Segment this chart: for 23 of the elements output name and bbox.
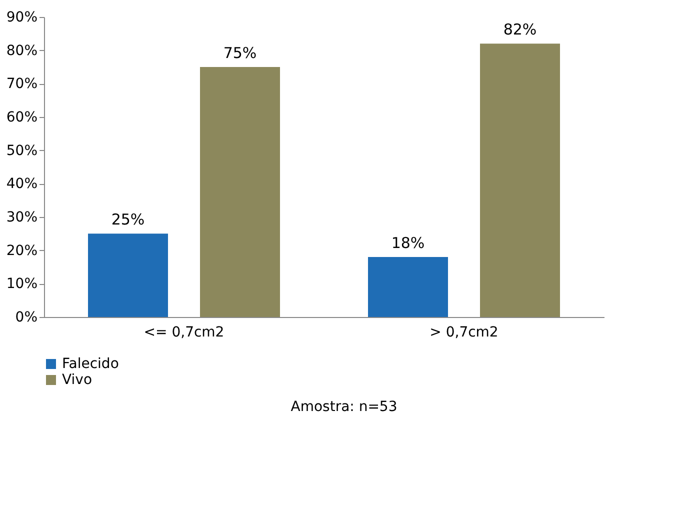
y-tick-label: 30% — [6, 210, 38, 226]
data-label: 18% — [391, 234, 425, 252]
bar — [88, 234, 168, 317]
legend-label: Vivo — [62, 372, 92, 388]
data-label: 25% — [111, 210, 145, 229]
legend-label: Falecido — [62, 356, 119, 372]
data-label: 82% — [503, 20, 537, 39]
text: Amostra: n=53 — [290, 399, 398, 415]
bar — [480, 44, 560, 317]
y-tick-label: 80% — [6, 42, 38, 59]
data-label: 75% — [223, 44, 257, 62]
y-tick-label: 90% — [6, 10, 38, 26]
bar — [368, 257, 448, 317]
y-tick-label: 10% — [6, 276, 38, 292]
x-tick-label: > 0,7cm2 — [430, 324, 498, 340]
y-tick-label: 50% — [6, 142, 38, 159]
x-tick-label: <= 0,7cm2 — [144, 324, 224, 340]
y-tick-label: 40% — [6, 176, 38, 192]
y-tick-label: 70% — [6, 76, 38, 92]
y-tick-label: 20% — [6, 242, 38, 259]
bar — [200, 67, 280, 317]
y-tick-label: 0% — [15, 310, 38, 326]
y-tick-label: 60% — [6, 110, 38, 126]
